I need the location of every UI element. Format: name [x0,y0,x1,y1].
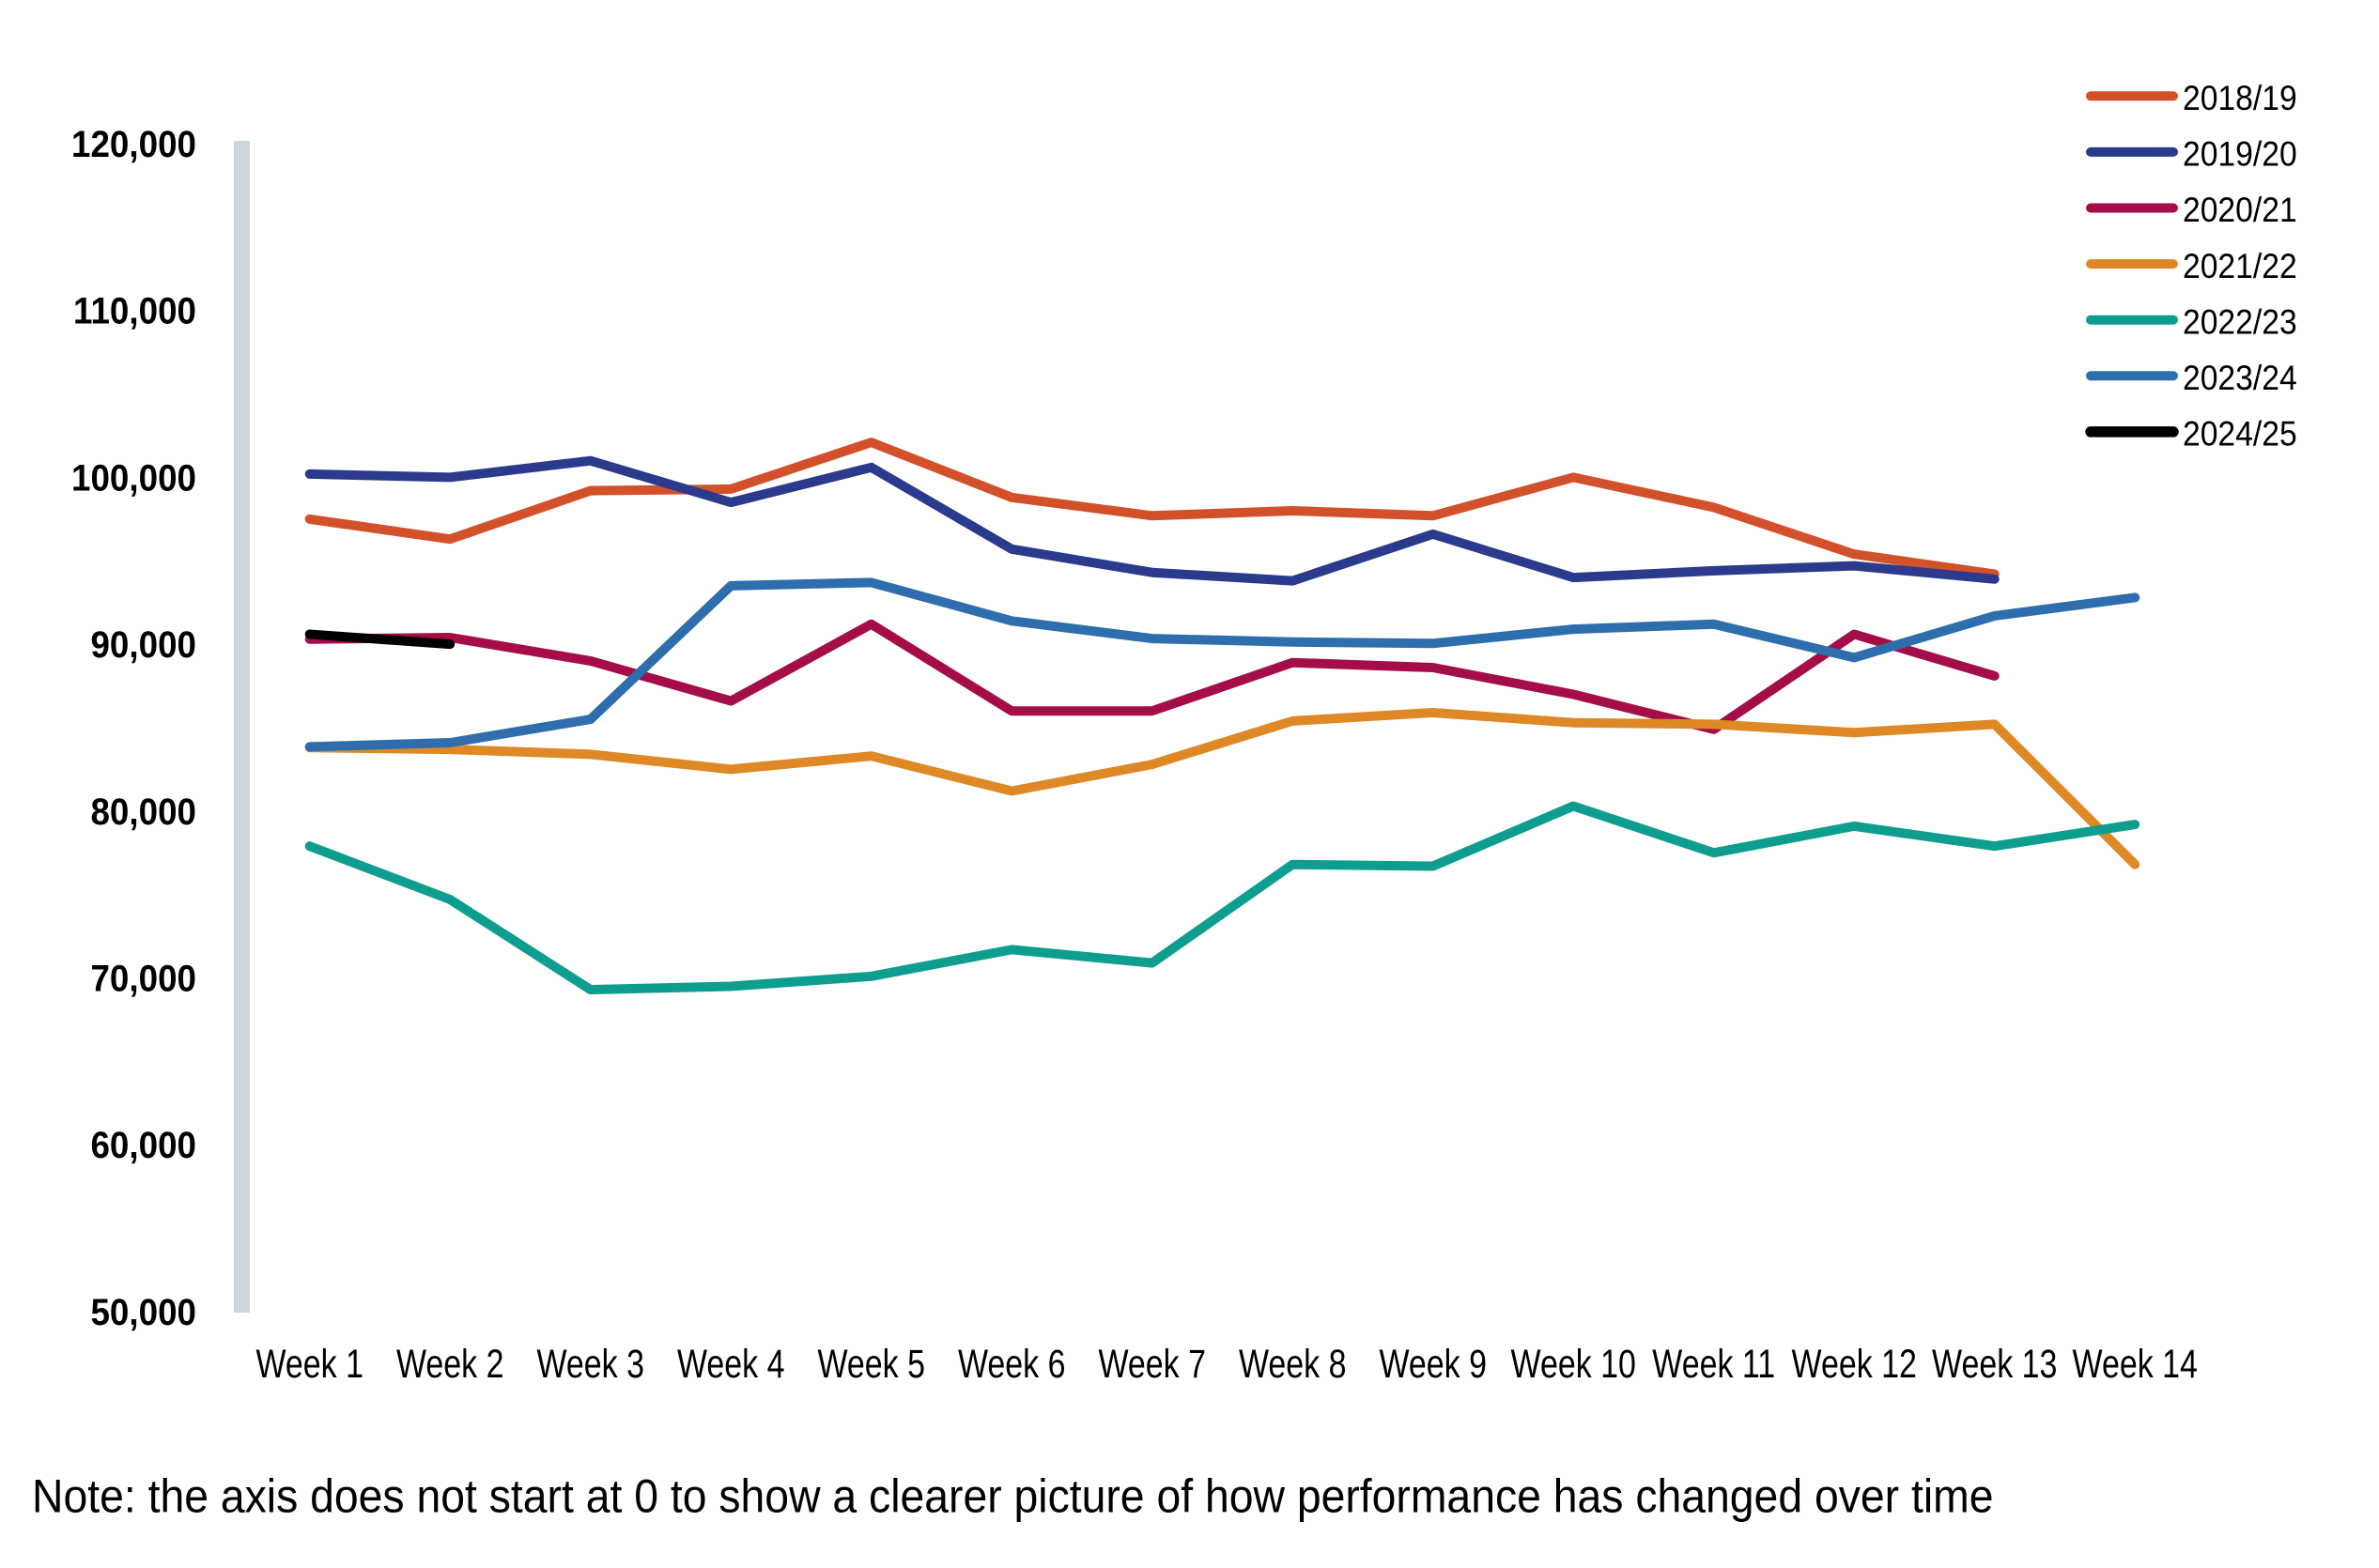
svg-text:Week 7: Week 7 [1098,1342,1206,1387]
svg-text:Week 3: Week 3 [536,1342,644,1387]
svg-text:2023/24: 2023/24 [2183,360,2297,398]
svg-text:2018/19: 2018/19 [2183,80,2297,118]
svg-text:Week 14: Week 14 [2072,1342,2197,1387]
svg-text:120,000: 120,000 [71,124,196,166]
svg-text:2019/20: 2019/20 [2183,135,2297,174]
svg-text:Week 9: Week 9 [1379,1342,1487,1387]
svg-text:100,000: 100,000 [71,457,196,500]
svg-text:Week 5: Week 5 [817,1342,925,1387]
svg-text:2021/22: 2021/22 [2183,247,2297,285]
svg-text:Note: the axis does not start: Note: the axis does not start at 0 to sh… [32,1470,1993,1523]
svg-text:Week 13: Week 13 [1932,1342,2057,1387]
svg-text:Week 4: Week 4 [677,1342,785,1387]
svg-text:Week 2: Week 2 [396,1342,504,1387]
svg-text:Week 12: Week 12 [1791,1342,1916,1387]
svg-text:2020/21: 2020/21 [2183,192,2297,230]
svg-text:50,000: 50,000 [90,1292,196,1334]
svg-text:110,000: 110,000 [73,290,196,332]
svg-text:Week 10: Week 10 [1510,1342,1635,1387]
svg-text:2022/23: 2022/23 [2183,303,2297,342]
svg-text:Week 6: Week 6 [958,1342,1066,1387]
svg-text:Week 8: Week 8 [1239,1342,1347,1387]
svg-text:70,000: 70,000 [90,958,196,1000]
svg-text:2024/25: 2024/25 [2183,415,2297,453]
svg-text:80,000: 80,000 [90,791,196,833]
svg-text:Week 1: Week 1 [255,1342,363,1387]
svg-text:Week 11: Week 11 [1652,1342,1775,1387]
svg-text:60,000: 60,000 [90,1125,196,1167]
svg-text:90,000: 90,000 [90,624,196,667]
